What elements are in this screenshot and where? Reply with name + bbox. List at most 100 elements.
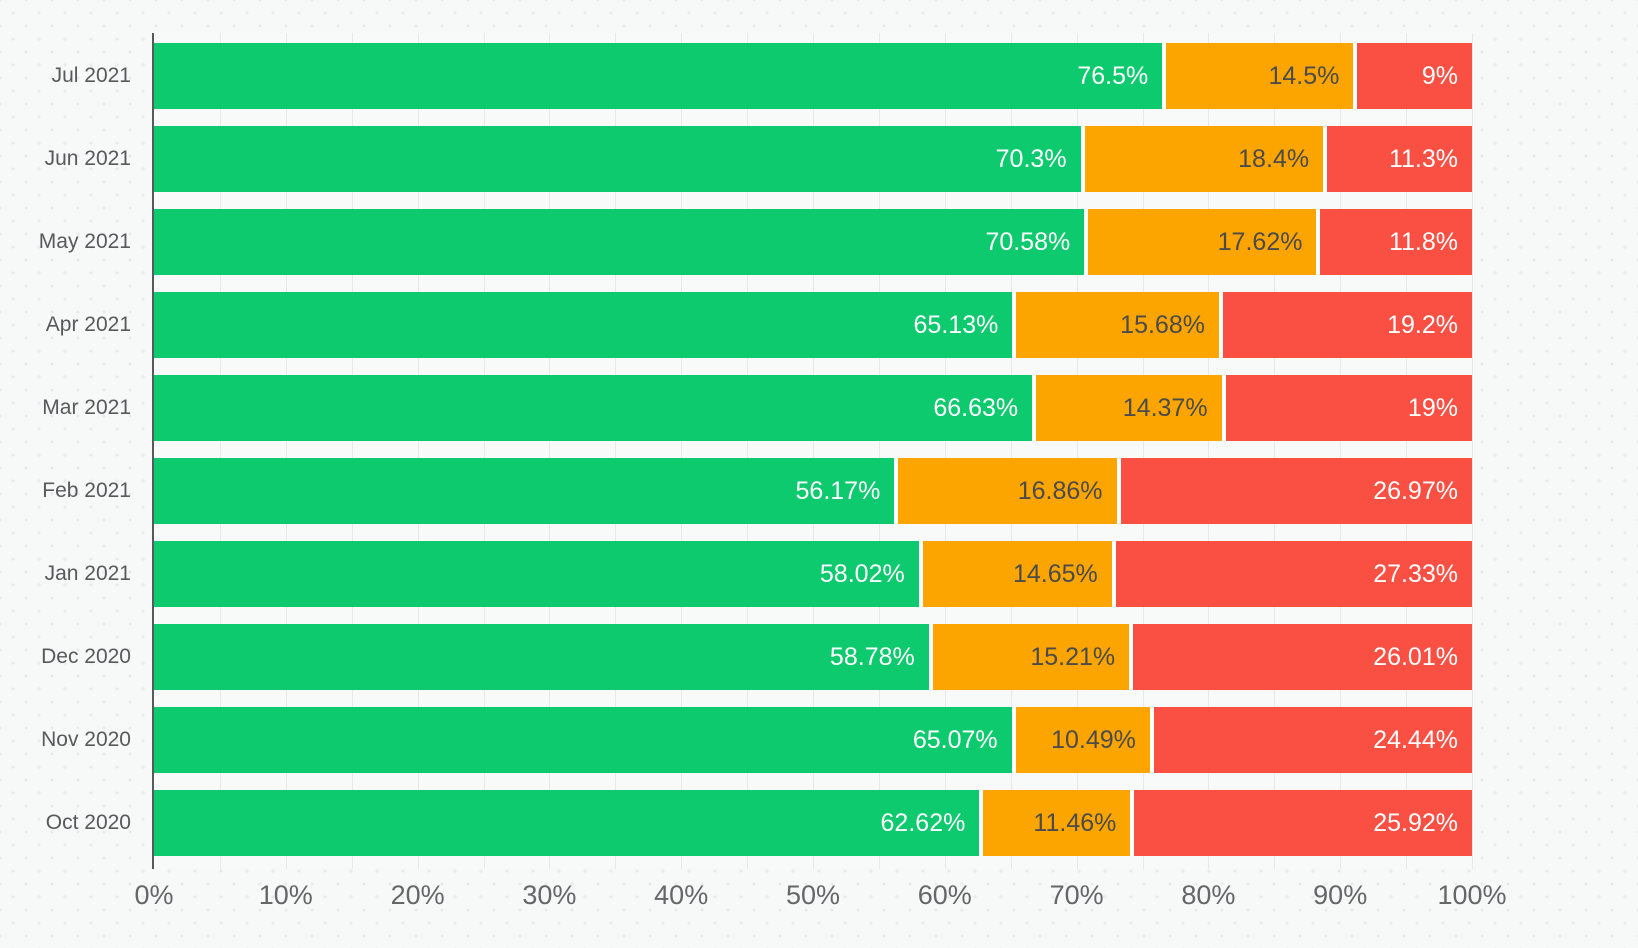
bar-segment-orange[interactable]: 14.65%: [918, 541, 1112, 607]
segment-value-label: 27.33%: [1373, 559, 1458, 588]
segment-value-label: 70.3%: [995, 144, 1067, 173]
category-label: May 2021: [38, 230, 131, 253]
bar-segment-orange[interactable]: 16.86%: [894, 458, 1117, 524]
segment-value-label: 11.46%: [1033, 808, 1117, 837]
segment-value-label: 19.2%: [1387, 310, 1458, 339]
x-axis-labels: 0% 10% 20% 30% 40% 50% 60% 70% 80% 90% 100%: [0, 880, 1638, 912]
bar-segment-green[interactable]: 65.07%: [154, 707, 1012, 773]
category-label: Jun 2021: [44, 147, 131, 170]
segment-value-label: 70.58%: [985, 227, 1071, 256]
x-axis-tick-label: 0%: [134, 880, 174, 910]
segment-value-label: 26.97%: [1373, 476, 1458, 505]
category-label: Mar 2021: [42, 396, 131, 419]
segment-value-label: 14.65%: [1012, 559, 1098, 588]
gridline: [878, 33, 880, 869]
gridline: [483, 33, 485, 869]
category-label: Oct 2020: [45, 811, 131, 834]
x-axis-tick-label: 40%: [654, 880, 709, 910]
gridline: [549, 33, 551, 869]
bar-segment-red[interactable]: 24.44%: [1149, 707, 1472, 773]
category-label: Nov 2020: [41, 728, 131, 751]
segment-value-label: 18.4%: [1238, 144, 1310, 173]
bar-row: 65.07% 10.49% 24.44%: [154, 707, 1472, 773]
bar-segment-orange[interactable]: 14.5%: [1162, 43, 1354, 109]
bar-segment-red[interactable]: 19.2%: [1218, 292, 1472, 358]
x-axis-tick-label: 70%: [1049, 880, 1104, 910]
gridline: [813, 33, 814, 869]
segment-value-label: 11.8%: [1388, 227, 1458, 256]
gridline: [219, 33, 221, 869]
gridline: [1142, 33, 1144, 869]
gridline: [1208, 33, 1210, 869]
category-label: Jan 2021: [44, 562, 131, 585]
gridline: [285, 33, 287, 869]
segment-value-label: 25.92%: [1373, 808, 1458, 837]
segment-value-label: 58.78%: [829, 642, 915, 671]
x-axis-tick-label: 100%: [1437, 880, 1507, 910]
x-axis-tick-label: 10%: [258, 880, 313, 910]
bar-segment-red[interactable]: 26.97%: [1116, 458, 1472, 524]
segment-value-label: 14.5%: [1268, 61, 1340, 90]
x-axis-tick-label: 50%: [785, 880, 841, 910]
segment-value-label: 17.62%: [1217, 227, 1303, 256]
bar-segment-red[interactable]: 25.92%: [1130, 790, 1472, 856]
gridline: [681, 33, 683, 869]
bar-segment-green[interactable]: 70.3%: [154, 126, 1081, 192]
segment-value-label: 15.21%: [1030, 642, 1116, 671]
gridline: [1010, 33, 1012, 869]
bar-segment-orange[interactable]: 11.46%: [979, 790, 1131, 856]
bar-segment-green[interactable]: 66.63%: [154, 375, 1033, 441]
bar-segment-green[interactable]: 56.17%: [154, 458, 895, 524]
bar-row: 70.58% 17.62% 11.8%: [154, 209, 1472, 275]
segment-value-label: 58.02%: [819, 559, 905, 588]
bar-segment-green[interactable]: 58.02%: [154, 541, 919, 607]
bar-segment-green[interactable]: 65.13%: [154, 292, 1013, 358]
category-label: Feb 2021: [42, 479, 131, 502]
segment-value-label: 65.13%: [913, 310, 999, 339]
category-label: Dec 2020: [41, 645, 131, 668]
bar-segment-orange[interactable]: 14.37%: [1032, 375, 1222, 441]
bar-row: 76.5% 14.5% 9%: [154, 43, 1472, 109]
segment-value-label: 65.07%: [912, 725, 998, 754]
bar-segment-red[interactable]: 11.8%: [1316, 209, 1472, 275]
bar-segment-red[interactable]: 19%: [1221, 375, 1472, 441]
bar-segment-red[interactable]: 26.01%: [1129, 624, 1472, 690]
bars-layer: 76.5% 14.5% 9% 70.3% 18.4% 11.3% 70.58% 17.62% 1…: [154, 33, 1472, 869]
gridline: [1406, 33, 1408, 869]
bar-segment-red[interactable]: 27.33%: [1111, 541, 1472, 607]
gridline: [944, 33, 946, 869]
gridline: [1274, 33, 1276, 869]
bar-segment-orange[interactable]: 15.68%: [1012, 292, 1219, 358]
segment-value-label: 26.01%: [1373, 642, 1458, 671]
gridline: [417, 33, 419, 869]
bar-segment-orange[interactable]: 18.4%: [1080, 126, 1324, 192]
bar-segment-red[interactable]: 9%: [1353, 43, 1472, 109]
x-axis-tick-label: 90%: [1313, 880, 1368, 910]
segment-value-label: 15.68%: [1120, 310, 1205, 339]
bar-segment-orange[interactable]: 17.62%: [1084, 209, 1317, 275]
bar-segment-orange[interactable]: 10.49%: [1011, 707, 1150, 773]
gridline: [1472, 33, 1473, 869]
bar-segment-green[interactable]: 70.58%: [154, 209, 1085, 275]
bar-row: 62.62% 11.46% 25.92%: [154, 790, 1472, 856]
segment-value-label: 11.3%: [1388, 144, 1458, 173]
bar-segment-red[interactable]: 11.3%: [1323, 126, 1472, 192]
x-axis-tick-label: 20%: [390, 880, 445, 910]
bar-row: 66.63% 14.37% 19%: [154, 375, 1472, 441]
bar-row: 58.02% 14.65% 27.33%: [154, 541, 1472, 607]
gridline: [1340, 33, 1342, 869]
plot-area: 76.5% 14.5% 9% 70.3% 18.4% 11.3% 70.58% 17.62% 1…: [152, 33, 1473, 869]
segment-value-label: 76.5%: [1077, 61, 1149, 90]
category-label: Jul 2021: [51, 64, 131, 87]
gridline: [351, 33, 353, 869]
bar-segment-green[interactable]: 62.62%: [154, 790, 980, 856]
bar-segment-green[interactable]: 76.5%: [154, 43, 1163, 109]
segment-value-label: 9%: [1421, 61, 1458, 90]
segment-value-label: 24.44%: [1373, 725, 1458, 754]
x-axis-tick-label: 30%: [522, 880, 577, 910]
gridline: [1076, 33, 1078, 869]
bar-row: 56.17% 16.86% 26.97%: [154, 458, 1472, 524]
segment-value-label: 14.37%: [1122, 393, 1208, 422]
bar-segment-orange[interactable]: 15.21%: [928, 624, 1130, 690]
bar-segment-green[interactable]: 58.78%: [154, 624, 929, 690]
